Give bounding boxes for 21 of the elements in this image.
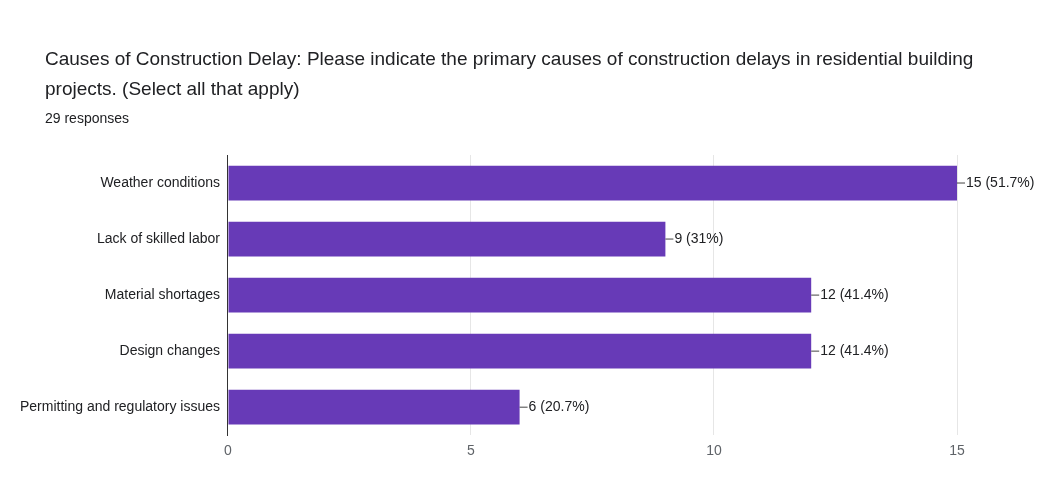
data-label: 12 (41.4%) xyxy=(820,285,889,302)
x-tick-label: 15 xyxy=(949,442,965,459)
y-tick-label: Permitting and regulatory issues xyxy=(19,398,220,415)
bar xyxy=(228,389,520,425)
data-label: 15 (51.7%) xyxy=(966,173,1035,190)
y-tick-label: Weather conditions xyxy=(100,173,220,190)
bar xyxy=(228,221,666,257)
x-tick-label: 0 xyxy=(224,442,233,459)
x-tick-label: 5 xyxy=(467,442,476,459)
bar xyxy=(228,277,812,313)
bar xyxy=(228,165,957,201)
data-label: 6 (20.7%) xyxy=(528,398,590,415)
y-tick-label: Lack of skilled labor xyxy=(97,229,221,246)
data-label: 9 (31%) xyxy=(674,229,724,246)
y-tick-label: Material shortages xyxy=(104,285,220,302)
text: 29 responses xyxy=(45,110,130,126)
bar xyxy=(228,333,812,369)
chart-title: Causes of Construction Delay: Please indicate the primary causes of construction delays in residential building projects. (Select all that apply) xyxy=(45,47,975,101)
y-tick-label: Design changes xyxy=(119,342,220,358)
data-label: 12 (41.4%) xyxy=(820,342,889,358)
x-tick-label: 10 xyxy=(706,442,722,459)
